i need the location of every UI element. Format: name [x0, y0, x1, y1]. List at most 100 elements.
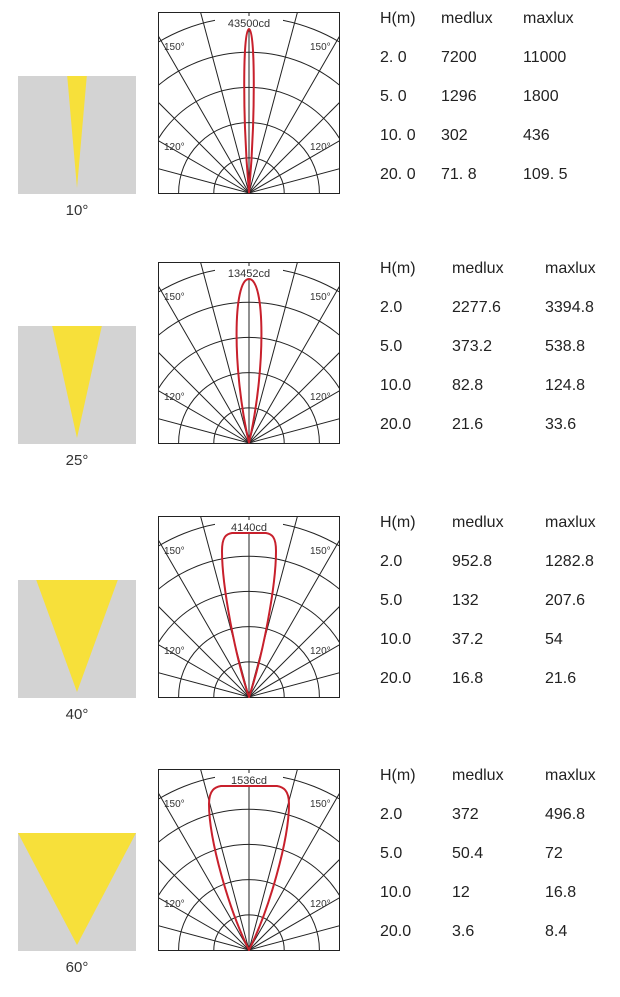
angle-label-150-left: 150° — [164, 42, 185, 53]
beam-shape-icon — [18, 833, 136, 951]
beam-angle-label: 10° — [65, 202, 89, 219]
table-cell: 496.8 — [545, 806, 586, 823]
peak-intensity-label: 4140cd — [231, 522, 267, 534]
angle-label-120-right: 120° — [310, 646, 331, 657]
photometric-row: 25° 150° 150° 120° 120° 13452cd H(m) medlux maxl… — [0, 250, 620, 490]
table-cell: 12 — [452, 884, 470, 901]
table-header-cell: medlux — [452, 260, 504, 277]
beam-shape-icon — [18, 580, 136, 698]
beam-shape-icon — [18, 76, 136, 194]
table-cell: 10.0 — [380, 377, 412, 394]
table-cell: 2.0 — [380, 299, 403, 316]
angle-label-120-left: 120° — [164, 899, 185, 910]
table-cell: 5. 0 — [380, 88, 407, 105]
table-cell: 10.0 — [380, 631, 412, 648]
table-cell: 952.8 — [452, 553, 493, 570]
table-cell: 20.0 — [380, 416, 412, 433]
table-cell: 33.6 — [545, 416, 577, 433]
table-cell: 21.6 — [452, 416, 484, 433]
photometric-row: 40° 150° 150° 120° 120° 4140cd H(m) medlux maxlu… — [0, 504, 620, 744]
table-header-cell: H(m) — [380, 260, 416, 277]
angle-label-120-left: 120° — [164, 142, 185, 153]
table-cell: 16.8 — [545, 884, 577, 901]
table-cell: 5.0 — [380, 845, 403, 862]
beam-angle-label: 40° — [65, 706, 89, 723]
table-header-cell: maxlux — [545, 514, 596, 531]
beam-shape-icon — [18, 326, 136, 444]
angle-label-150-left: 150° — [164, 546, 185, 557]
angle-label-150-right: 150° — [310, 546, 331, 557]
table-cell: 2277.6 — [452, 299, 501, 316]
peak-intensity-label: 43500cd — [228, 18, 270, 30]
table-cell: 3394.8 — [545, 299, 594, 316]
angle-label-150-right: 150° — [310, 799, 331, 810]
photometric-row: 60° 150° 150° 120° 120° 1536cd H(m) medlux maxlu… — [0, 757, 620, 997]
table-cell: 1800 — [523, 88, 559, 105]
table-header-cell: H(m) — [380, 10, 416, 27]
table-cell: 20. 0 — [380, 166, 416, 183]
table-cell: 1296 — [441, 88, 477, 105]
table-cell: 21.6 — [545, 670, 577, 687]
table-cell: 436 — [523, 127, 550, 144]
intensity-curve — [235, 277, 263, 444]
table-header-cell: maxlux — [545, 260, 596, 277]
table-cell: 50.4 — [452, 845, 484, 862]
table-cell: 3.6 — [452, 923, 475, 940]
angle-label-120-left: 120° — [164, 646, 185, 657]
table-cell: 2.0 — [380, 806, 403, 823]
table-cell: 5.0 — [380, 338, 403, 355]
table-cell: 373.2 — [452, 338, 493, 355]
table-cell: 82.8 — [452, 377, 484, 394]
table-cell: 72 — [545, 845, 563, 862]
table-header-cell: H(m) — [380, 767, 416, 784]
angle-label-120-right: 120° — [310, 392, 331, 403]
intensity-curve — [243, 27, 255, 194]
table-header-cell: H(m) — [380, 514, 416, 531]
table-cell: 20.0 — [380, 670, 412, 687]
table-cell: 207.6 — [545, 592, 586, 609]
angle-label-150-left: 150° — [164, 799, 185, 810]
angle-label-120-left: 120° — [164, 392, 185, 403]
table-cell: 2.0 — [380, 553, 403, 570]
angle-label-150-right: 150° — [310, 42, 331, 53]
angle-label-120-right: 120° — [310, 142, 331, 153]
table-cell: 11000 — [523, 49, 567, 66]
table-cell: 5.0 — [380, 592, 403, 609]
table-cell: 1282.8 — [545, 553, 594, 570]
intensity-curve — [220, 532, 278, 701]
table-cell: 8.4 — [545, 923, 568, 940]
table-cell: 2. 0 — [380, 49, 407, 66]
table-cell: 538.8 — [545, 338, 586, 355]
table-cell: 10. 0 — [380, 127, 416, 144]
table-cell: 37.2 — [452, 631, 484, 648]
table-cell: 7200 — [441, 49, 477, 66]
table-cell: 302 — [441, 127, 468, 144]
angle-label-150-right: 150° — [310, 292, 331, 303]
table-cell: 10.0 — [380, 884, 412, 901]
table-cell: 109. 5 — [523, 166, 568, 183]
table-header-cell: medlux — [452, 767, 504, 784]
table-cell: 132 — [452, 592, 479, 609]
table-header-cell: medlux — [452, 514, 504, 531]
beam-angle-label: 25° — [65, 452, 89, 469]
photometric-row: 10° 150° 150° 120° 120° 43500cd H(m) medlux maxl… — [0, 0, 620, 240]
polar-intensity-diagram: 150° 150° 120° 120° 4140cd — [158, 516, 340, 701]
polar-intensity-diagram: 150° 150° 120° 120° 1536cd — [158, 769, 340, 953]
angle-label-150-left: 150° — [164, 292, 185, 303]
intensity-curve — [207, 785, 291, 953]
polar-intensity-diagram: 150° 150° 120° 120° 13452cd — [158, 262, 340, 444]
peak-intensity-label: 1536cd — [231, 775, 267, 787]
table-cell: 124.8 — [545, 377, 586, 394]
table-cell: 54 — [545, 631, 563, 648]
table-cell: 372 — [452, 806, 479, 823]
table-header-cell: medlux — [441, 10, 493, 27]
peak-intensity-label: 13452cd — [228, 268, 270, 280]
polar-intensity-diagram: 150° 150° 120° 120° 43500cd — [158, 12, 340, 194]
beam-angle-label: 60° — [65, 959, 89, 976]
table-header-cell: maxlux — [523, 10, 574, 27]
table-cell: 16.8 — [452, 670, 484, 687]
table-cell: 20.0 — [380, 923, 412, 940]
angle-label-120-right: 120° — [310, 899, 331, 910]
table-header-cell: maxlux — [545, 767, 596, 784]
table-cell: 71. 8 — [441, 166, 477, 183]
